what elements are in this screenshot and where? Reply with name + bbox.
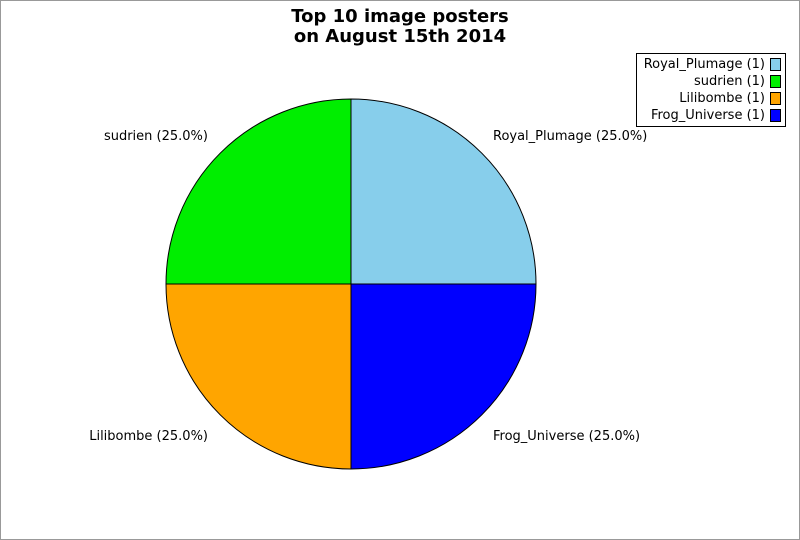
legend: Royal_Plumage (1) sudrien (1) Lilibombe … <box>636 53 786 127</box>
pie-slice-sudrien <box>165 98 352 285</box>
slice-label-royal-plumage: Royal_Plumage (25.0%) <box>493 129 648 144</box>
legend-item-sudrien: sudrien (1) <box>637 73 785 90</box>
slice-label-sudrien: sudrien (25.0%) <box>103 129 208 144</box>
slice-label-lilibombe: Lilibombe (25.0%) <box>89 429 208 444</box>
legend-item-royal-plumage: Royal_Plumage (1) <box>637 56 785 73</box>
legend-label-frog-universe: Frog_Universe (1) <box>650 108 765 123</box>
legend-item-lilibombe: Lilibombe (1) <box>637 90 785 107</box>
legend-label-lilibombe: Lilibombe (1) <box>679 91 765 106</box>
slice-label-frog-universe: Frog_Universe (25.0%) <box>493 429 641 444</box>
legend-swatch-royal-plumage <box>770 58 781 71</box>
chart-title-line1: Top 10 image posters <box>291 6 509 27</box>
legend-swatch-sudrien <box>770 75 781 88</box>
pie-slice-lilibombe <box>165 283 352 470</box>
chart-title-line2: on August 15th 2014 <box>293 26 507 47</box>
chart-title: Top 10 image posters on August 15th 2014 <box>1 7 799 47</box>
legend-label-royal-plumage: Royal_Plumage (1) <box>643 57 765 72</box>
legend-swatch-lilibombe <box>770 92 781 105</box>
pie-slice-royal-plumage <box>350 98 537 285</box>
legend-swatch-frog-universe <box>770 109 781 122</box>
legend-item-frog-universe: Frog_Universe (1) <box>637 107 785 124</box>
legend-label-sudrien: sudrien (1) <box>693 74 765 89</box>
pie-slice-frog-universe <box>350 283 537 470</box>
